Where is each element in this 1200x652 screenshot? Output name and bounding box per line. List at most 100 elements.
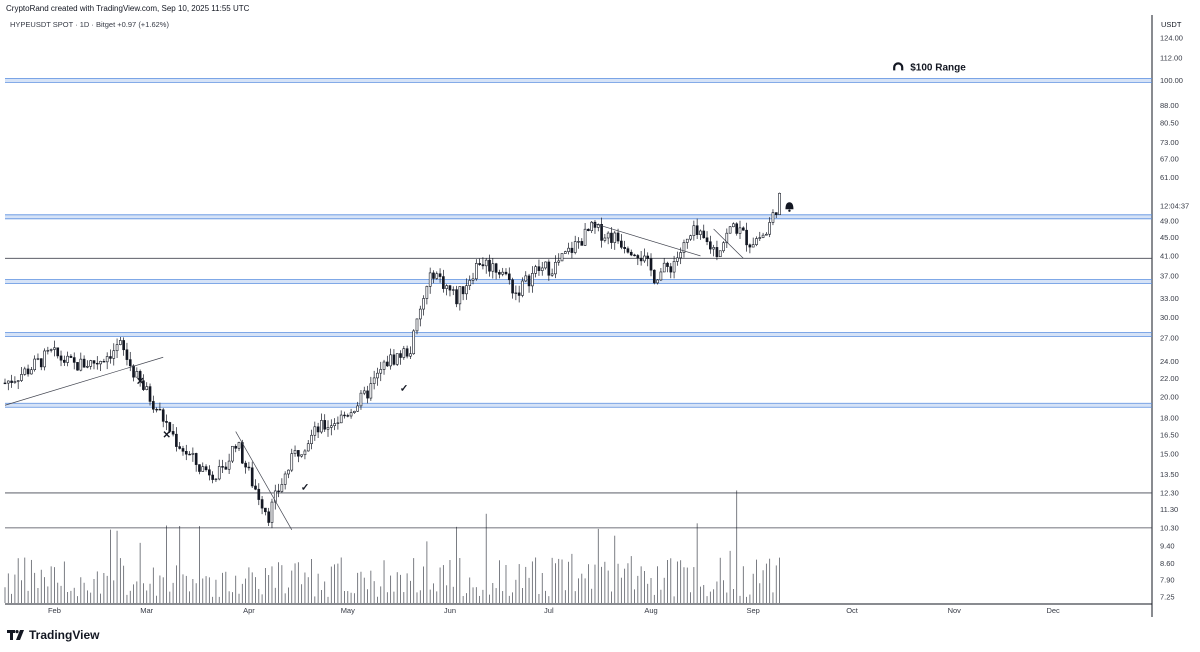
candle-up bbox=[521, 280, 524, 296]
price-tick-label: 22.00 bbox=[1160, 374, 1179, 383]
candle-down bbox=[204, 466, 208, 471]
candle-down bbox=[639, 257, 643, 262]
candle-down bbox=[95, 362, 99, 365]
candle-up bbox=[606, 232, 610, 239]
candle-down bbox=[745, 229, 748, 246]
candle-down bbox=[277, 490, 280, 493]
candle-up bbox=[290, 453, 294, 471]
candle-up bbox=[643, 255, 646, 262]
candle-down bbox=[125, 349, 129, 360]
candle-up bbox=[99, 360, 102, 365]
price-tick-label: 7.25 bbox=[1160, 593, 1175, 602]
candle-down bbox=[323, 420, 327, 430]
candle-up bbox=[237, 442, 241, 449]
candle-down bbox=[517, 292, 521, 296]
price-tick-label: 67.00 bbox=[1160, 155, 1179, 164]
candle-up bbox=[560, 253, 564, 262]
price-tick-label: 18.00 bbox=[1160, 413, 1179, 422]
annotation-100-range: $100 Range bbox=[910, 62, 966, 73]
candle-down bbox=[198, 464, 201, 472]
candle-up bbox=[356, 405, 359, 412]
candle-up bbox=[13, 381, 17, 383]
candle-up bbox=[435, 273, 439, 279]
candle-down bbox=[188, 453, 191, 456]
candle-down bbox=[161, 409, 165, 422]
candle-up bbox=[468, 280, 472, 286]
candle-down bbox=[652, 269, 656, 284]
trend-line bbox=[713, 228, 744, 259]
candle-up bbox=[20, 374, 23, 381]
candle-down bbox=[250, 467, 254, 487]
candle-down bbox=[122, 340, 125, 351]
candle-up bbox=[768, 222, 771, 235]
candle-up bbox=[689, 235, 692, 240]
candle-up bbox=[214, 478, 218, 481]
candle-up bbox=[227, 460, 231, 470]
level-zone-band bbox=[5, 332, 1152, 337]
candle-up bbox=[336, 422, 340, 424]
candle-up bbox=[428, 272, 432, 287]
candle-up bbox=[53, 347, 56, 350]
candle-up bbox=[270, 501, 274, 523]
candle-up bbox=[755, 238, 758, 245]
price-axis-unit: USDT bbox=[1161, 20, 1182, 29]
x-mark-icon: ✕ bbox=[136, 376, 144, 387]
candle-up bbox=[36, 358, 40, 360]
candle-down bbox=[158, 408, 162, 411]
candle-up bbox=[603, 237, 607, 241]
candle-up bbox=[333, 423, 336, 427]
candle-up bbox=[534, 266, 537, 274]
candle-up bbox=[313, 426, 317, 436]
candle-down bbox=[234, 445, 238, 449]
candle-down bbox=[507, 273, 511, 281]
price-tick-label: 30.00 bbox=[1160, 313, 1179, 322]
candle-down bbox=[504, 271, 508, 275]
candle-up bbox=[353, 410, 356, 413]
check-mark-icon: ✓ bbox=[301, 483, 309, 494]
candle-up bbox=[422, 298, 425, 310]
candle-up bbox=[771, 212, 775, 223]
candle-up bbox=[692, 225, 696, 237]
candle-down bbox=[267, 511, 270, 523]
candle-up bbox=[501, 271, 505, 275]
candle-down bbox=[264, 507, 267, 513]
candle-down bbox=[132, 365, 135, 378]
candle-down bbox=[178, 446, 182, 449]
chart-attribution: CryptoRand created with TradingView.com,… bbox=[6, 4, 250, 13]
candle-down bbox=[247, 466, 251, 469]
candle-down bbox=[3, 382, 7, 385]
candle-down bbox=[580, 241, 584, 246]
candle-up bbox=[412, 330, 416, 355]
candle-up bbox=[402, 348, 406, 358]
candle-up bbox=[676, 257, 679, 262]
candle-up bbox=[725, 232, 729, 244]
bell-icon bbox=[785, 202, 794, 210]
candle-up bbox=[475, 263, 478, 280]
candle-up bbox=[89, 360, 93, 367]
price-tick-label: 61.00 bbox=[1160, 173, 1179, 182]
trend-line bbox=[4, 356, 164, 406]
month-tick-may: May bbox=[341, 606, 355, 615]
candle-up bbox=[79, 358, 83, 371]
price-tick-label: 9.40 bbox=[1160, 541, 1175, 550]
candle-up bbox=[320, 420, 323, 433]
candle-down bbox=[72, 357, 76, 363]
candle-up bbox=[679, 252, 682, 259]
candle-up bbox=[382, 361, 386, 370]
tradingview-brand[interactable]: TradingView bbox=[7, 628, 99, 642]
candle-down bbox=[442, 276, 445, 289]
candle-down bbox=[547, 261, 551, 276]
candle-down bbox=[155, 408, 158, 411]
candle-up bbox=[491, 263, 495, 272]
candle-down bbox=[461, 286, 465, 295]
candle-down bbox=[171, 431, 175, 435]
candle-up bbox=[16, 380, 20, 382]
candle-down bbox=[175, 433, 178, 447]
candle-up bbox=[287, 469, 290, 475]
candle-down bbox=[705, 237, 709, 243]
candle-up bbox=[418, 308, 422, 320]
price-tick-label: 10.30 bbox=[1160, 523, 1179, 532]
candle-down bbox=[142, 380, 145, 390]
symbol-info[interactable]: HYPEUSDT SPOT · 1D · Bitget +0.97 (+1.62… bbox=[10, 20, 169, 29]
